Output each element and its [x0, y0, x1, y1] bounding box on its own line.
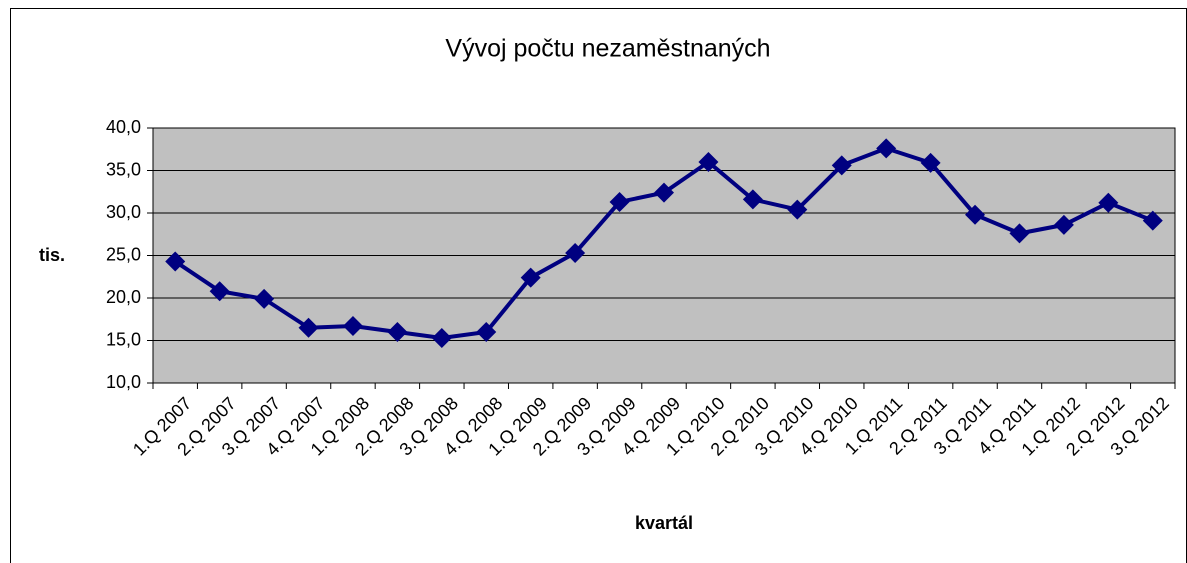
data-point	[476, 322, 497, 342]
y-tick-label: 35,0	[106, 159, 141, 179]
data-point	[254, 288, 275, 309]
y-tick-label: 15,0	[106, 329, 141, 349]
x-axis-label: kvartál	[635, 513, 693, 533]
data-point	[742, 189, 763, 210]
data-point	[876, 138, 897, 159]
data-point	[565, 242, 586, 263]
y-tick-label: 40,0	[106, 117, 141, 137]
data-point	[298, 317, 319, 338]
data-point	[831, 155, 852, 176]
data-point	[431, 327, 452, 348]
data-point	[787, 199, 808, 220]
data-point	[387, 322, 408, 342]
data-point	[965, 204, 986, 225]
data-point	[1098, 192, 1119, 213]
y-tick-label: 10,0	[106, 372, 141, 392]
data-point	[698, 152, 719, 172]
data-point	[1142, 210, 1163, 231]
data-point	[1009, 223, 1030, 244]
data-point	[520, 267, 541, 288]
y-tick-label: 20,0	[106, 287, 141, 307]
data-point	[609, 191, 630, 212]
data-point	[342, 316, 363, 337]
data-point	[1053, 214, 1074, 235]
y-tick-label: 30,0	[106, 202, 141, 222]
data-point	[165, 251, 186, 272]
y-tick-label: 25,0	[106, 244, 141, 264]
data-point	[654, 182, 674, 203]
y-axis-label: tis.	[39, 245, 65, 265]
chart-title: Vývoj počtu nezaměstnaných	[445, 35, 770, 63]
data-point	[920, 152, 941, 173]
data-point	[209, 281, 230, 302]
